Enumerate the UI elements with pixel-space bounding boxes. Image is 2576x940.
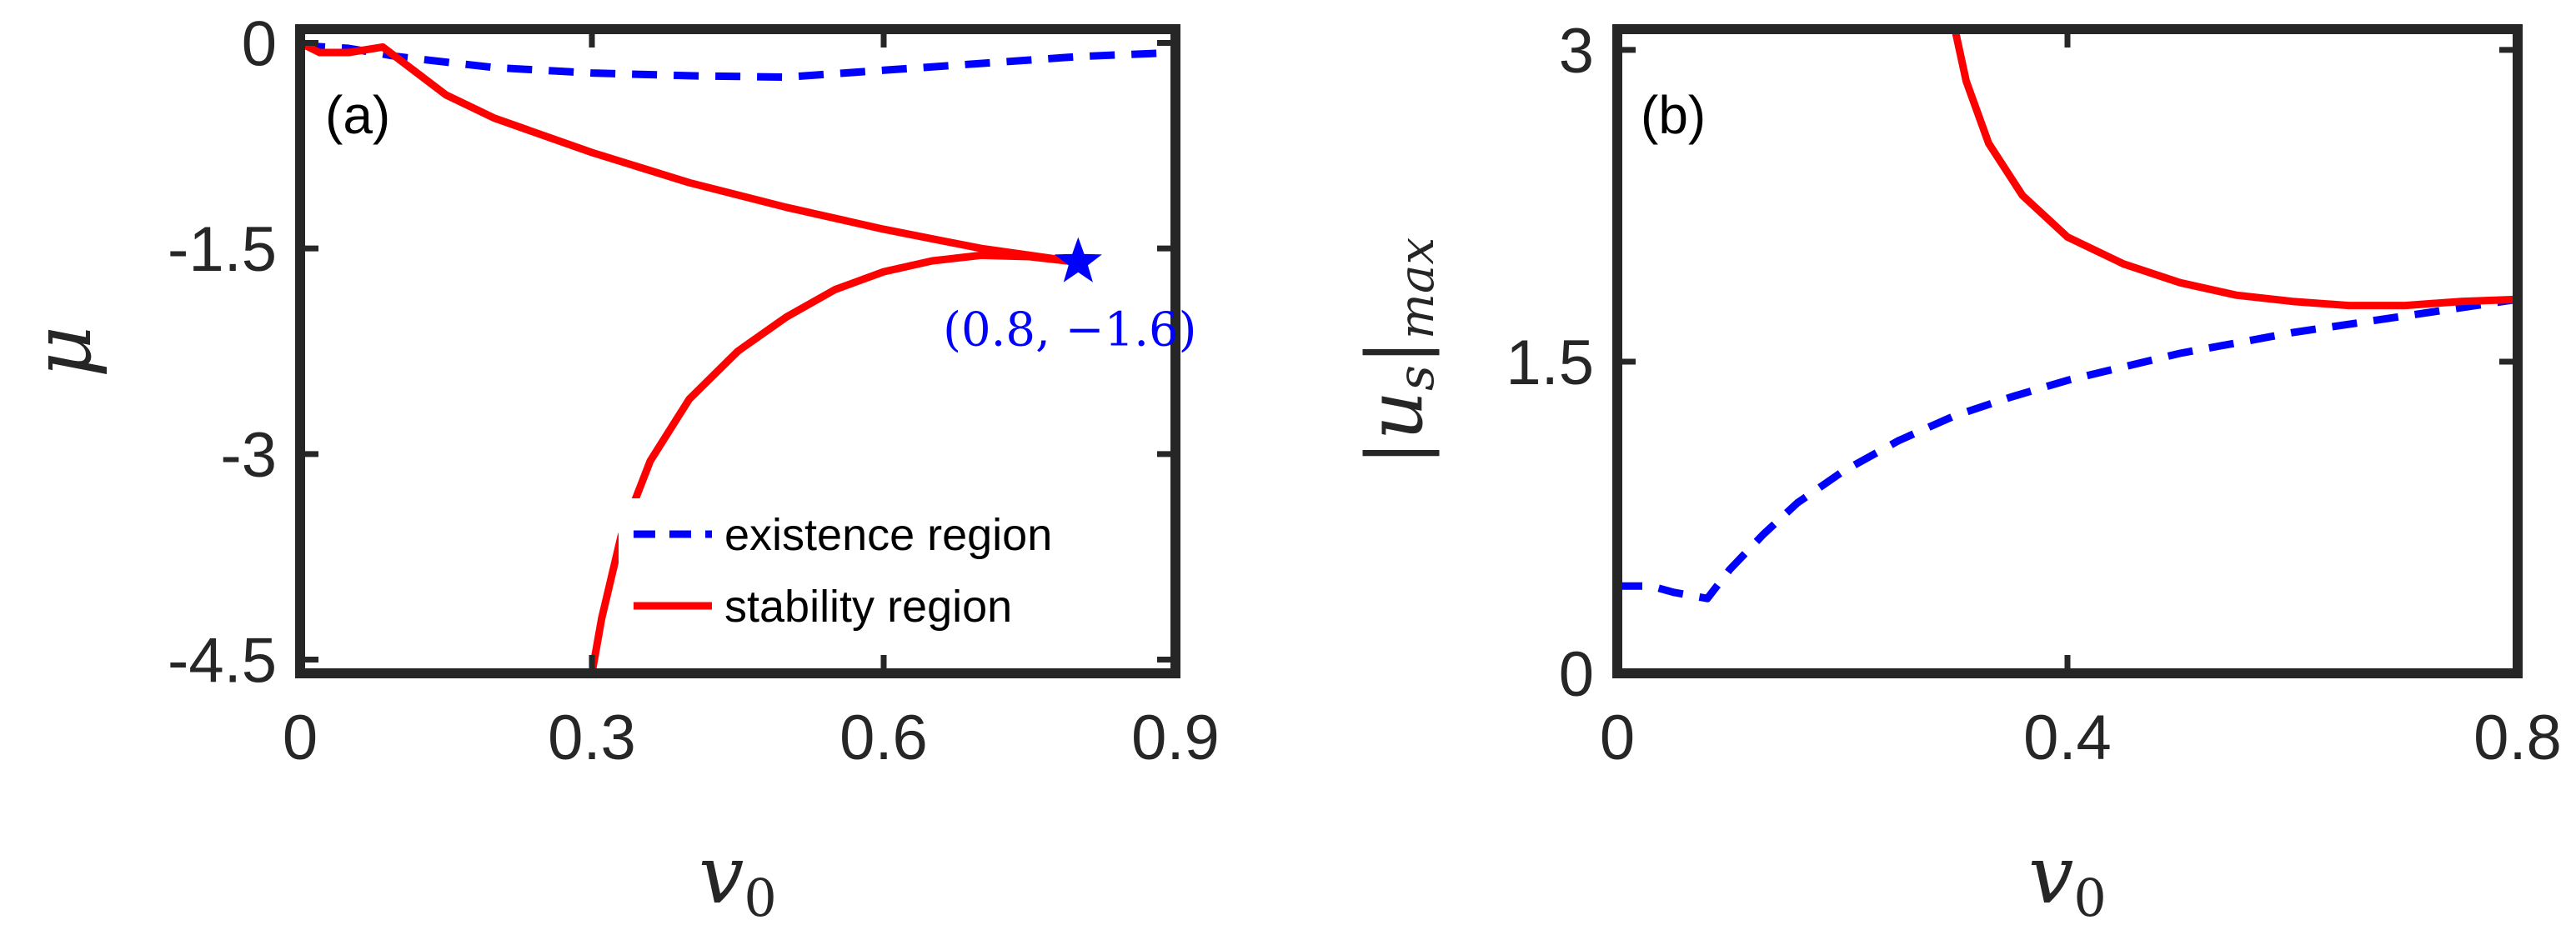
panel-b-label: (b) [1641, 85, 1706, 145]
legend-entry-existence: existence region [724, 510, 1052, 560]
panel-a-xlabel-main: v [699, 828, 744, 922]
series-b-1-stability-line [1951, 29, 2518, 310]
x-tick-label: 0.3 [548, 702, 636, 773]
panel-b-xlabel: v0 [2028, 828, 2107, 928]
panel-a-ylabel: μ [16, 326, 109, 378]
panel-a-xlabel-sub: 0 [744, 868, 776, 928]
series-a-0-existence-line [300, 42, 1175, 82]
panel-b-xlabel-sub: 0 [2073, 868, 2106, 928]
y-tick-label: -1.5 [168, 214, 277, 285]
legend-box [619, 498, 1145, 648]
x-tick-label: 0 [1600, 702, 1635, 773]
x-tick-label: 0.9 [1131, 702, 1220, 773]
y-tick-label: -3 [220, 420, 277, 491]
legend-entry-stability: stability region [724, 582, 1012, 632]
panel-b-ylabel: |us|max [1351, 238, 1446, 466]
y-tick-label: 1.5 [1506, 328, 1594, 398]
x-tick-label: 0.8 [2473, 702, 2562, 773]
panel-a-ticks: 0 0.3 0.6 0.9 0 -1.5 -3 -4.5 [168, 8, 1220, 773]
panel-a-label: (a) [325, 85, 390, 145]
x-tick-label: 0.4 [2023, 702, 2112, 773]
x-tick-label: 0 [283, 702, 318, 773]
panel-b-ticks: 0 0.4 0.8 0 1.5 3 [1506, 16, 2561, 773]
panel-b-ylabel-sub: s [1387, 365, 1446, 391]
x-tick-label: 0.6 [839, 702, 928, 773]
panel-b-ylabel-bar: | [1351, 339, 1440, 365]
star-annotation: (0.8, −1.6) [943, 303, 1196, 358]
series-a-1-stability-line [300, 38, 1082, 267]
y-tick-label: 0 [1559, 639, 1594, 710]
y-tick-label: -4.5 [168, 626, 277, 697]
panel-b-ylabel-main: |u [1351, 391, 1440, 466]
panel-b-plot-area [1617, 29, 2518, 602]
y-tick-label: 3 [1559, 16, 1594, 87]
panel-a-axes-frame [295, 24, 1180, 678]
panel-b-xlabel-main: v [2028, 828, 2073, 922]
panel-b-ylabel-sub2: max [1388, 238, 1445, 339]
y-tick-label: 0 [242, 8, 277, 79]
panel-a-legend: existence region stability region [619, 498, 1145, 648]
panel-b: 0 0.4 0.801.53 (b) v0 |us|max [1351, 16, 2562, 928]
panel-b-axes-frame [1612, 24, 2523, 678]
panel-a: 0 0.3 0.6 0.9 0 -1.5 -3 -4.5 (a) existence regi… [16, 8, 1220, 928]
series-b-0-existence-line [1617, 295, 2518, 602]
panel-a-xlabel: v0 [699, 828, 777, 928]
star-marker [1054, 237, 1102, 282]
